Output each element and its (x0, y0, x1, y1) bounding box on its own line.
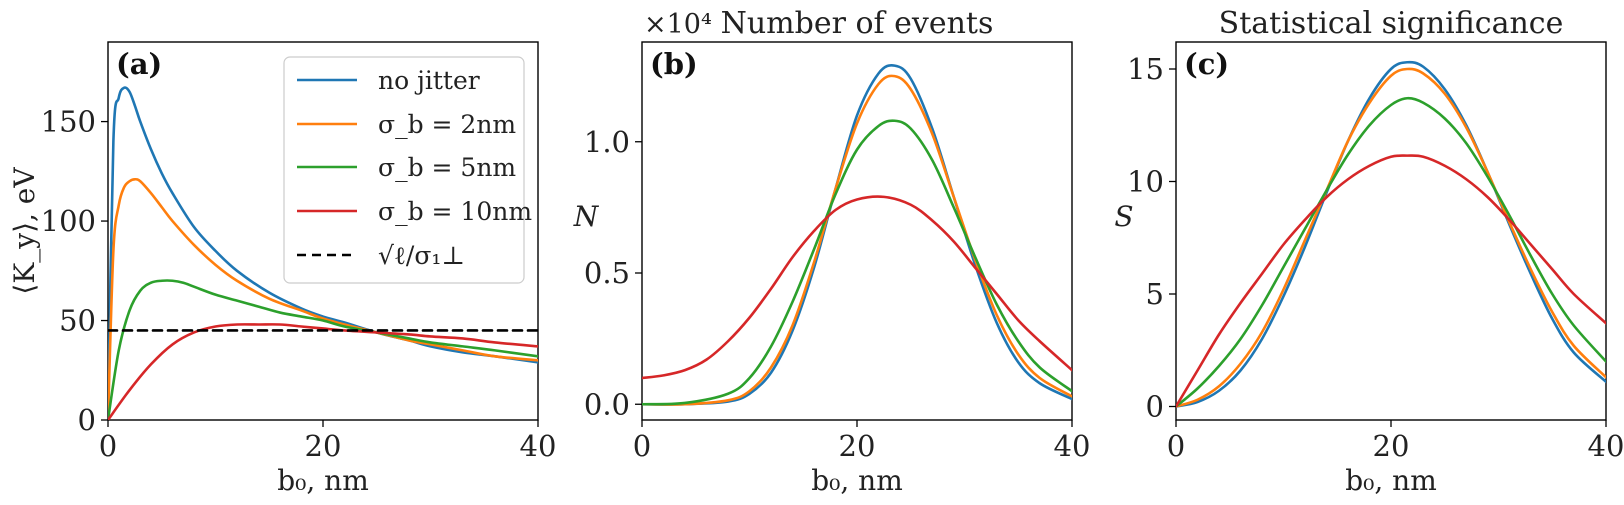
legend-a: no jitter σ_b = 2nm σ_b = 5nm σ_b = 10nm… (283, 56, 532, 284)
x-tick-label-b-1: 20 (839, 429, 876, 463)
x-tick-label-a-0: 0 (99, 429, 117, 463)
x-ticks-c: 0 20 40 (1167, 420, 1624, 463)
x-tick-label-c-2: 40 (1588, 429, 1624, 463)
panel-c: 0 20 40 0 5 10 15 (c) Statistical significanc… (1114, 6, 1624, 497)
series-line-b-b-2nm (642, 74, 1072, 406)
legend-label-sigma-5: σ_b = 5nm (378, 153, 516, 182)
legend-label-sigma-10: σ_b = 10nm (378, 197, 532, 226)
y-tick-label-a-2: 100 (41, 204, 96, 238)
x-tick-label-a-1: 20 (305, 429, 342, 463)
legend-label-threshold: √ℓ/σ₁⊥ (378, 241, 465, 270)
x-tick-label-b-0: 0 (633, 429, 651, 463)
legend-box (283, 56, 525, 284)
y-ticks-b: 0.0 0.5 1.0 (584, 125, 642, 421)
plot-frame-b (641, 41, 1073, 421)
x-tick-label-c-0: 0 (1167, 429, 1185, 463)
y-tick-label-c-1: 5 (1146, 277, 1164, 311)
y-tick-label-b-1: 0.5 (584, 256, 630, 290)
y-scale-multiplier-b: ×10⁴ (644, 9, 712, 40)
y-ticks-a: 0 50 100 150 (41, 105, 108, 437)
legend-label-sigma-2: σ_b = 2nm (378, 110, 516, 139)
y-axis-label-b: N (573, 200, 600, 233)
x-ticks-a: 0 20 40 (99, 420, 557, 463)
y-tick-label-c-2: 10 (1127, 165, 1164, 199)
series-line-c-no-jitter (1176, 60, 1606, 408)
panel-a: 0 20 40 0 50 100 150 (a) b₀, nm ⟨K_y⟩, eV no … (8, 41, 557, 497)
legend-label-no-jitter: no jitter (378, 66, 480, 95)
y-tick-label-b-0: 0.0 (584, 387, 630, 421)
y-axis-label-c: S (1114, 200, 1133, 233)
y-ticks-c: 0 5 10 15 (1127, 52, 1176, 424)
chart-title-c: Statistical significance (1219, 6, 1564, 41)
series-line-c-b-10nm (1176, 154, 1606, 408)
series-layer-a (108, 86, 538, 420)
y-tick-label-a-1: 50 (59, 304, 96, 338)
panel-label-c: (c) (1184, 47, 1229, 81)
series-line-a-b-10nm (108, 323, 538, 420)
x-ticks-b: 0 20 40 (633, 420, 1091, 463)
x-tick-label-a-2: 40 (520, 429, 557, 463)
panel-label-a: (a) (116, 47, 162, 81)
y-tick-label-a-3: 150 (41, 105, 96, 139)
x-tick-label-b-2: 40 (1054, 429, 1091, 463)
series-line-b-b-10nm (642, 195, 1072, 380)
panel-b: 0 20 40 0.0 0.5 1.0 (b) ×10⁴ Number of event… (573, 6, 1091, 497)
series-line-b-b-5nm (642, 119, 1072, 406)
series-line-c-b-5nm (1176, 96, 1606, 408)
x-tick-label-c-1: 20 (1373, 429, 1410, 463)
series-line-c-b-2nm (1176, 67, 1606, 408)
series-line-b-no-jitter (642, 64, 1072, 406)
x-axis-label-a: b₀, nm (277, 464, 369, 497)
y-tick-label-a-0: 0 (78, 403, 96, 437)
y-tick-label-b-2: 1.0 (584, 125, 630, 159)
series-layer-b (642, 64, 1072, 406)
y-tick-label-c-3: 15 (1127, 52, 1164, 86)
y-axis-label-a: ⟨K_y⟩, eV (8, 167, 41, 295)
y-tick-label-c-0: 0 (1146, 390, 1164, 424)
series-line-a-b-5nm (108, 279, 538, 420)
x-axis-label-c: b₀, nm (1345, 464, 1437, 497)
chart-title-b: Number of events (721, 6, 994, 41)
series-line-a-b-2nm (108, 177, 538, 420)
series-layer-c (1176, 60, 1606, 408)
panel-label-b: (b) (650, 47, 698, 81)
x-axis-label-b: b₀, nm (811, 464, 903, 497)
